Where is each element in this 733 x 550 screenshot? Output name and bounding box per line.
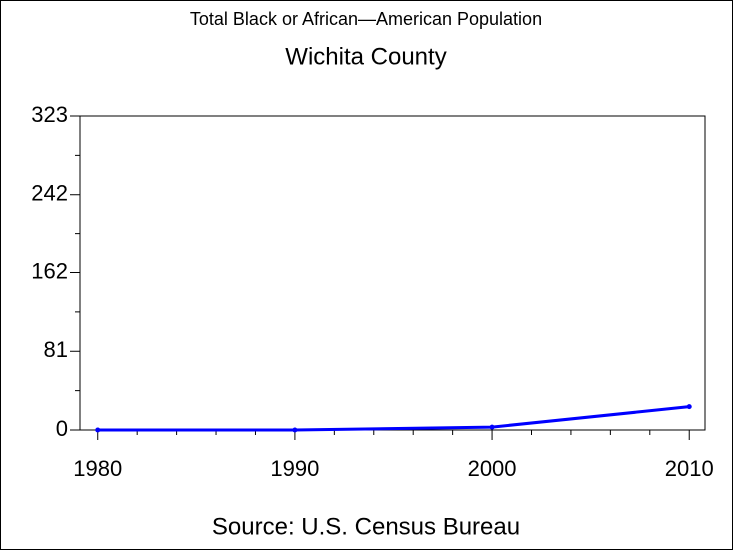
y-tick-label: 242 bbox=[31, 181, 68, 206]
data-line bbox=[97, 405, 690, 432]
data-point bbox=[95, 427, 101, 433]
data-point bbox=[292, 427, 298, 433]
data-point bbox=[686, 404, 692, 410]
y-tick-label: 0 bbox=[56, 416, 68, 441]
chart-subtitle: Wichita County bbox=[285, 43, 446, 70]
y-tick-label: 162 bbox=[31, 258, 68, 283]
x-tick-label: 1990 bbox=[270, 456, 319, 481]
x-tick-label: 2000 bbox=[468, 456, 517, 481]
x-tick-label: 1980 bbox=[73, 456, 122, 481]
chart-title: Total Black or African—American Populati… bbox=[190, 9, 542, 29]
y-tick-label: 323 bbox=[31, 102, 68, 127]
data-point bbox=[489, 424, 495, 430]
source-note: Source: U.S. Census Bureau bbox=[212, 513, 520, 540]
y-tick-label: 81 bbox=[44, 337, 68, 362]
x-tick-label: 2010 bbox=[665, 456, 714, 481]
